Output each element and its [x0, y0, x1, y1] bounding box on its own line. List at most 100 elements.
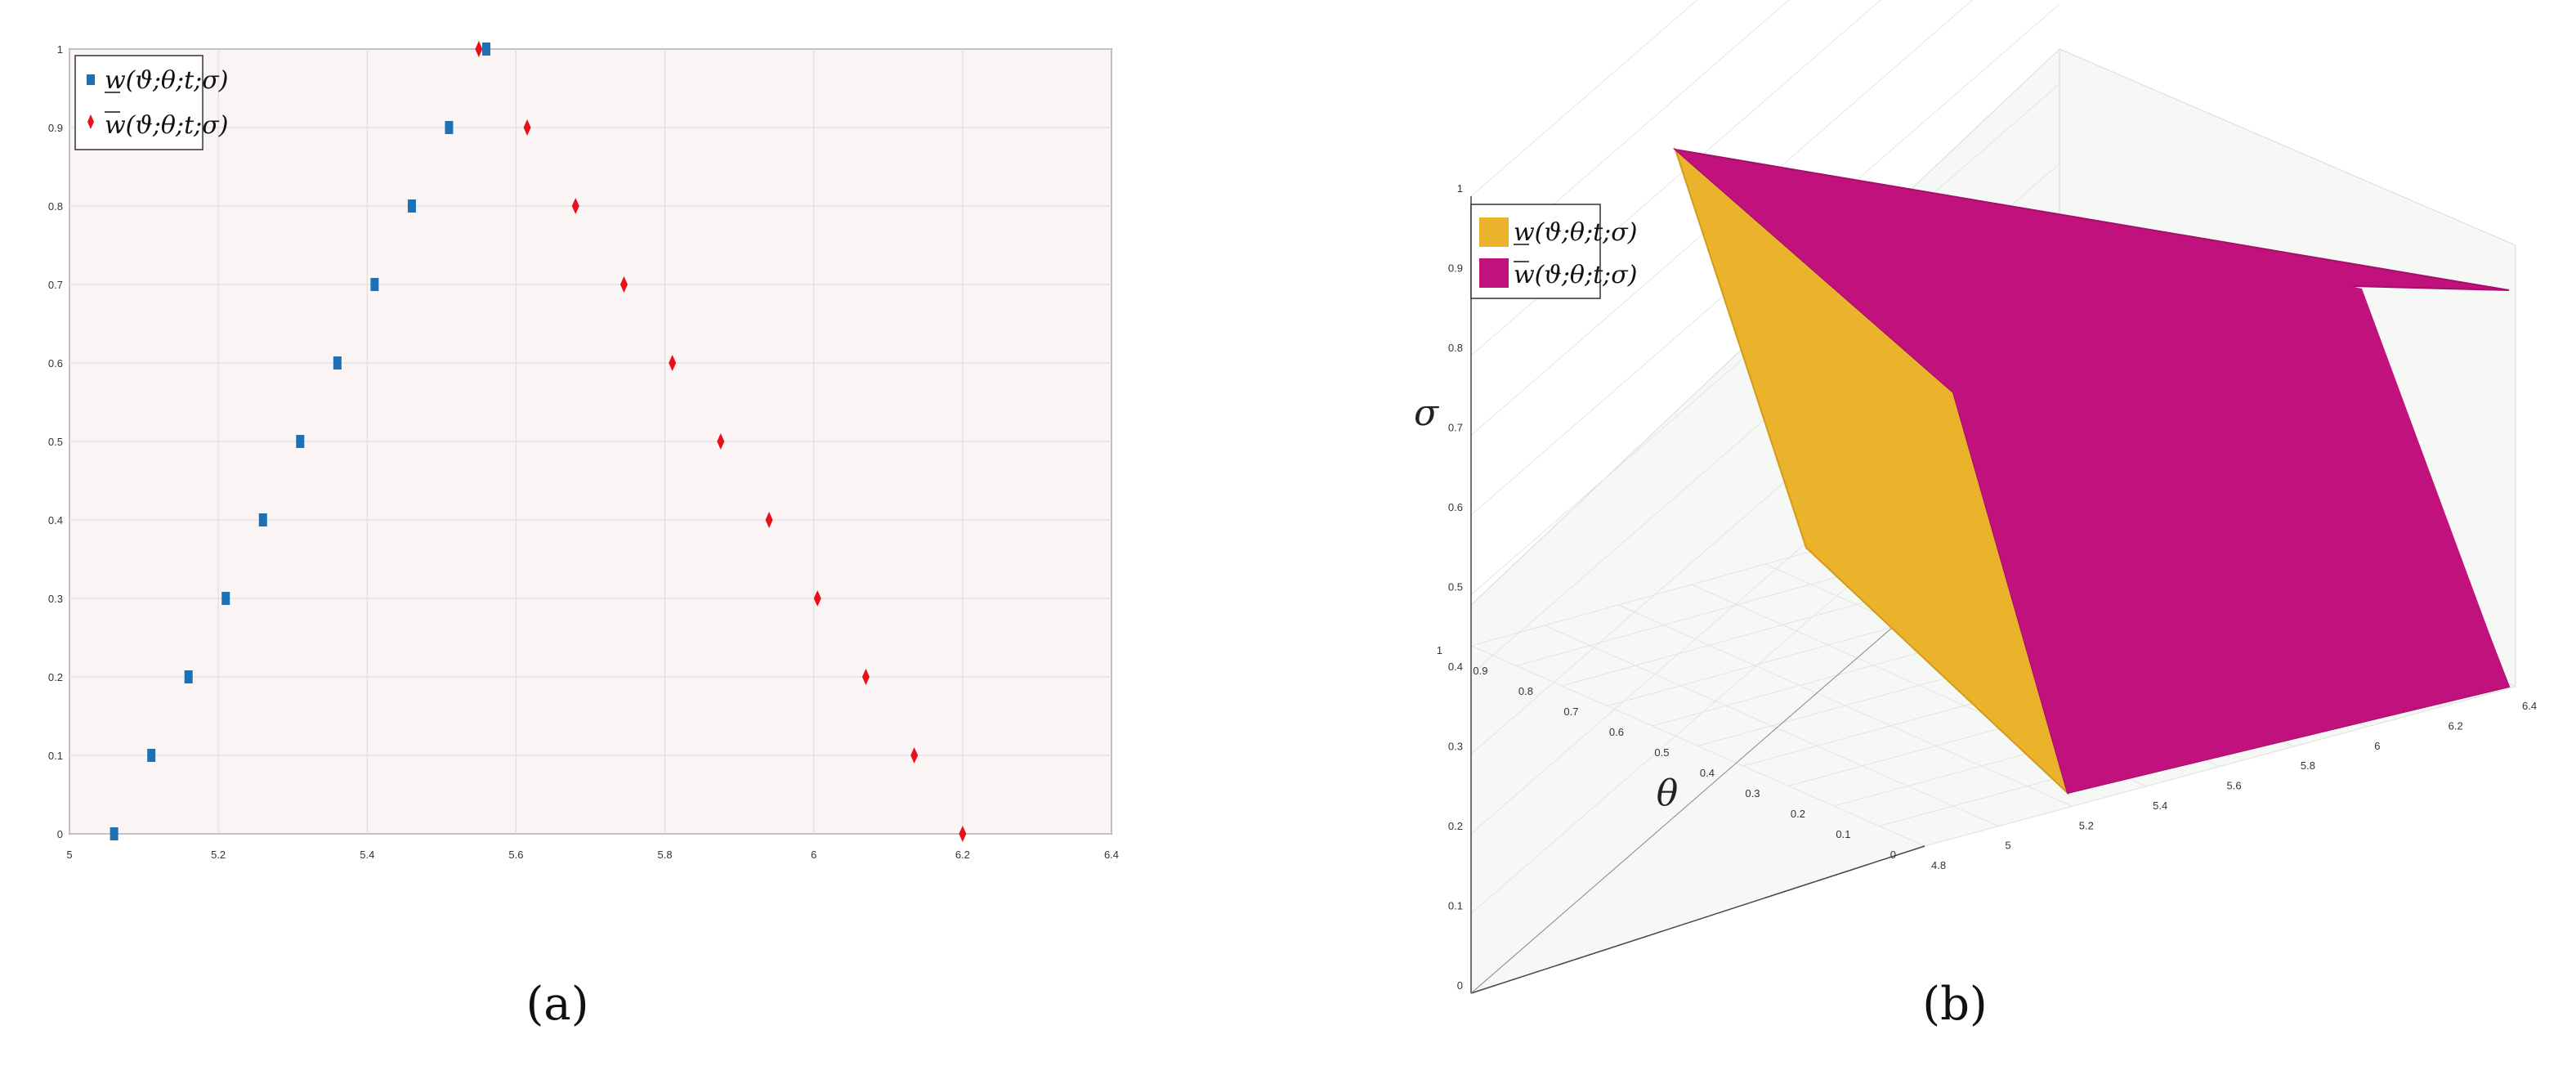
y-tick-label: 0.2 [48, 671, 63, 683]
legend-label-upper: w(ϑ;θ;t;σ) [105, 111, 228, 140]
legend-3d: w(ϑ;θ;t;σ) w(ϑ;θ;t;σ) [1470, 204, 1637, 299]
x-tick-label: 5.8 [658, 849, 673, 861]
grid-line-value [1544, 625, 1999, 827]
legend-label-upper: w(ϑ;θ;t;σ) [1514, 261, 1637, 289]
point-lower-bound [370, 278, 379, 291]
point-upper-bound [765, 512, 773, 528]
y-tick-label: 0.7 [48, 279, 63, 291]
theta-tick-label: 0.7 [1563, 705, 1578, 718]
theta-tick-label: 0.9 [1473, 665, 1487, 677]
y-tick-label: 0 [57, 828, 63, 840]
theta-axis-label: θ [1657, 773, 1679, 814]
sigma-tick-label: 0.3 [1448, 741, 1463, 753]
value-tick-label: 5.6 [2227, 780, 2242, 792]
y-tick-label: 0.3 [48, 593, 63, 605]
legend-swatch-lower [1479, 217, 1509, 247]
sigma-axis-label: σ [1414, 392, 1440, 434]
sigma-tick-label: 0.7 [1448, 422, 1463, 434]
theta-tick-label: 0.6 [1609, 726, 1624, 738]
point-upper-bound [523, 119, 531, 136]
legend-marker-square [87, 74, 95, 85]
theta-tick-label: 0.5 [1654, 746, 1669, 759]
y-tick-label: 0.4 [48, 514, 63, 526]
legend-box [74, 55, 203, 150]
x-tick-label: 5 [66, 849, 72, 861]
point-lower-bound [184, 670, 193, 683]
theta-tick-label: 1 [1437, 644, 1442, 656]
point-lower-bound [110, 827, 119, 840]
theta-tick-label: 0.8 [1518, 685, 1533, 697]
point-lower-bound [482, 43, 490, 56]
upper-surface-fill [1675, 150, 2509, 793]
point-upper-bound [813, 590, 821, 607]
value-tick-label: 6 [2374, 740, 2380, 752]
surface-chart: 0 0.1 0.2 0.3 0.4 0.5 0.6 0.7 0.8 0.9 1 0 0.1 0.2 0.3 0… [1414, 0, 2537, 1031]
x-tick-label: 6 [811, 849, 816, 861]
sigma-tick-label: 0.5 [1448, 581, 1463, 593]
sigma-tick-label: 0.4 [1448, 661, 1463, 673]
sigma-tick-label: 0.6 [1448, 501, 1463, 513]
x-tick-label: 5.6 [508, 849, 523, 861]
caption-a: (a) [525, 978, 588, 1031]
legend-swatch-upper [1479, 258, 1509, 288]
sigma-tick-label: 0.2 [1448, 820, 1463, 832]
grid [69, 48, 1112, 835]
point-upper-bound [475, 41, 483, 57]
point-lower-bound [333, 356, 342, 370]
legend-label-lower: w(ϑ;θ;t;σ) [1514, 218, 1637, 247]
tick-labels-3d: 0 0.1 0.2 0.3 0.4 0.5 0.6 0.7 0.8 0.9 1 0 0.1 0.2 0.3 0… [1437, 182, 2537, 992]
point-upper-bound [619, 276, 628, 293]
y-tick-label: 0.9 [48, 122, 63, 134]
point-upper-bound [910, 747, 919, 764]
point-upper-bound [861, 669, 870, 685]
legend-label-lower: w(ϑ;θ;t;σ) [105, 66, 228, 95]
y-tick-label: 0.1 [48, 750, 63, 762]
sigma-tick-label: 1 [1457, 182, 1463, 195]
point-upper-bound [717, 433, 725, 450]
caption-b: (b) [1922, 978, 1988, 1031]
point-lower-bound [445, 121, 454, 134]
point-lower-bound [407, 199, 416, 213]
sigma-tick-label: 0 [1457, 979, 1463, 992]
y-tick-label: 0.5 [48, 436, 63, 448]
x-tick-label: 5.4 [360, 849, 374, 861]
point-lower-bound [296, 435, 305, 448]
theta-tick-label: 0.2 [1791, 808, 1805, 820]
y-tick-label: 0.6 [48, 357, 63, 370]
theta-tick-label: 0 [1890, 849, 1896, 861]
point-upper-bound [669, 355, 677, 371]
sigma-tick-label: 0.8 [1448, 342, 1463, 354]
grid-line-sigma [1470, 0, 1698, 197]
y-tick-label: 0.8 [48, 200, 63, 213]
value-axis-line [1470, 845, 1925, 994]
value-tick-label: 6.2 [2449, 719, 2463, 732]
point-upper-bound [959, 826, 967, 842]
value-tick-label: 5 [2005, 840, 2010, 852]
value-tick-label: 6.4 [2522, 700, 2537, 712]
grid-line-sigma [1470, 0, 1790, 276]
point-lower-bound [221, 592, 230, 605]
theta-tick-label: 0.1 [1836, 828, 1850, 840]
grid-line-value [1617, 604, 2073, 807]
point-lower-bound [258, 513, 267, 526]
point-upper-bound [571, 198, 579, 214]
sigma-tick-label: 0.1 [1448, 900, 1463, 912]
y-tick-label: 1 [57, 43, 63, 56]
value-tick-label: 5.8 [2301, 759, 2315, 772]
value-tick-label: 4.8 [1931, 859, 1946, 871]
tick-labels: 5 5.2 5.4 5.6 5.8 6 6.2 6.4 0 0.1 0.2 0.3 0.4 0.5 0.6 0… [48, 43, 1119, 861]
legend-marker-diamond [87, 114, 94, 129]
x-tick-label: 6.2 [955, 849, 970, 861]
scatter-chart: 5 5.2 5.4 5.6 5.8 6 6.2 6.4 0 0.1 0.2 0.3 0.4 0.5 0.6 0… [48, 41, 1119, 1031]
sigma-tick-label: 0.9 [1448, 262, 1463, 275]
theta-tick-label: 0.3 [1745, 787, 1760, 800]
theta-tick-label: 0.4 [1700, 767, 1715, 779]
data-points [110, 41, 967, 842]
x-tick-label: 5.2 [211, 849, 226, 861]
grid-line-value [1470, 645, 1925, 847]
point-lower-bound [147, 749, 156, 762]
value-tick-label: 5.4 [2153, 800, 2167, 812]
value-tick-label: 5.2 [2079, 819, 2094, 831]
legend: w(ϑ;θ;t;σ) w(ϑ;θ;t;σ) [74, 55, 228, 150]
